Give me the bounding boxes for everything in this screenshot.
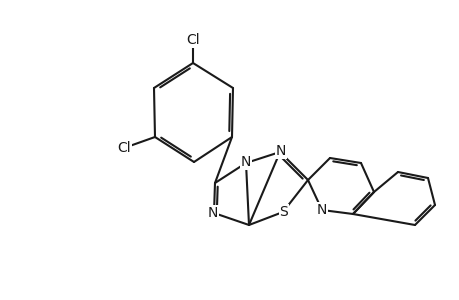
Text: Cl: Cl [117,141,130,155]
Text: N: N [207,206,218,220]
Text: N: N [316,203,326,217]
Text: N: N [275,144,285,158]
Text: S: S [279,205,288,219]
Text: Cl: Cl [186,33,199,47]
Text: N: N [241,155,251,169]
